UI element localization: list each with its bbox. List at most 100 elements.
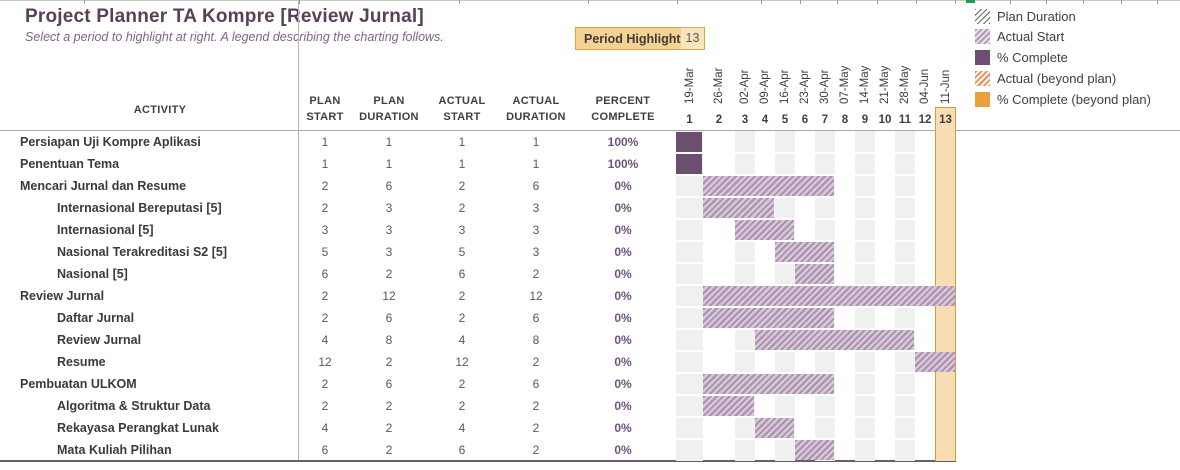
date-header[interactable]: 19-Mar — [683, 67, 696, 104]
activity-name-cell[interactable]: Internasional Bereputasi [5] — [57, 201, 222, 215]
plan-start-cell[interactable]: 2 — [321, 311, 329, 325]
plan-start-cell[interactable]: 4 — [321, 333, 329, 347]
actual-start-cell[interactable]: 2 — [458, 289, 466, 303]
date-header[interactable]: 30-Apr — [819, 69, 831, 104]
date-header[interactable]: 14-May — [859, 65, 871, 104]
plan-start-cell[interactable]: 2 — [321, 377, 329, 391]
activity-name-cell[interactable]: Mata Kuliah Pilihan — [57, 443, 172, 457]
plan-start-cell[interactable]: 2 — [321, 399, 329, 413]
date-header[interactable]: 07-May — [839, 65, 851, 104]
plan-start-cell[interactable]: 2 — [321, 201, 329, 215]
actual-start-cell[interactable]: 4 — [458, 333, 466, 347]
actual-start-cell[interactable]: 3 — [458, 223, 466, 237]
date-header[interactable]: 28-May — [899, 65, 911, 104]
plan-duration-cell[interactable]: 3 — [385, 223, 393, 237]
actual-duration-cell[interactable]: 3 — [532, 245, 540, 259]
percent-complete-cell[interactable]: 0% — [614, 267, 632, 281]
actual-start-cell[interactable]: 1 — [458, 157, 466, 171]
period-number[interactable]: 9 — [861, 114, 869, 126]
actual-duration-cell[interactable]: 2 — [532, 443, 540, 457]
percent-complete-cell[interactable]: 0% — [614, 223, 632, 237]
plan-duration-cell[interactable]: 3 — [385, 245, 393, 259]
date-header[interactable]: 23-Apr — [799, 69, 811, 104]
period-number[interactable]: 5 — [781, 114, 789, 126]
plan-start-cell[interactable]: 2 — [321, 179, 329, 193]
activity-name-cell[interactable]: Algoritma & Struktur Data — [57, 399, 211, 413]
period-number[interactable]: 6 — [801, 114, 809, 126]
percent-complete-cell[interactable]: 100% — [607, 135, 639, 149]
period-number[interactable]: 10 — [878, 114, 892, 126]
plan-duration-cell[interactable]: 2 — [385, 443, 393, 457]
percent-complete-cell[interactable]: 0% — [614, 421, 632, 435]
percent-complete-cell[interactable]: 0% — [614, 333, 632, 347]
percent-complete-cell[interactable]: 0% — [614, 399, 632, 413]
plan-start-cell[interactable]: 3 — [321, 223, 329, 237]
percent-complete-cell[interactable]: 0% — [614, 245, 632, 259]
activity-name-cell[interactable]: Review Jurnal — [57, 333, 142, 347]
period-number[interactable]: 13 — [939, 114, 952, 126]
date-header[interactable]: 02-Apr — [739, 69, 751, 104]
plan-duration-cell[interactable]: 1 — [385, 135, 393, 149]
period-highlight-control[interactable]: Period Highlight 13 — [575, 27, 705, 50]
actual-duration-cell[interactable]: 3 — [532, 201, 540, 215]
plan-duration-cell[interactable]: 1 — [385, 157, 393, 171]
period-number[interactable]: 3 — [741, 114, 749, 126]
percent-complete-cell[interactable]: 0% — [614, 289, 632, 303]
activity-name-cell[interactable]: Penentuan Tema — [20, 157, 120, 171]
percent-complete-cell[interactable]: 0% — [614, 355, 632, 369]
actual-start-cell[interactable]: 2 — [458, 311, 466, 325]
activity-name-cell[interactable]: Review Jurnal — [20, 289, 105, 303]
period-number[interactable]: 7 — [821, 114, 829, 126]
actual-duration-cell[interactable]: 6 — [532, 179, 540, 193]
percent-complete-cell[interactable]: 100% — [607, 157, 639, 171]
percent-complete-cell[interactable]: 0% — [614, 201, 632, 215]
plan-duration-cell[interactable]: 2 — [385, 355, 393, 369]
plan-duration-cell[interactable]: 6 — [385, 377, 393, 391]
plan-duration-cell[interactable]: 8 — [385, 333, 393, 347]
percent-complete-cell[interactable]: 0% — [614, 311, 632, 325]
actual-start-cell[interactable]: 6 — [458, 267, 466, 281]
activity-name-cell[interactable]: Internasional [5] — [57, 223, 154, 237]
plan-start-cell[interactable]: 1 — [321, 157, 329, 171]
period-number[interactable]: 1 — [686, 114, 693, 126]
actual-duration-cell[interactable]: 12 — [529, 289, 543, 303]
activity-name-cell[interactable]: Nasional [5] — [57, 267, 128, 281]
period-number[interactable]: 8 — [841, 114, 849, 126]
activity-name-cell[interactable]: Mencari Jurnal dan Resume — [20, 179, 187, 193]
plan-duration-cell[interactable]: 6 — [385, 311, 393, 325]
percent-complete-cell[interactable]: 0% — [614, 179, 632, 193]
plan-start-cell[interactable]: 4 — [321, 421, 329, 435]
actual-duration-cell[interactable]: 1 — [532, 157, 540, 171]
actual-duration-cell[interactable]: 1 — [532, 135, 540, 149]
period-number[interactable]: 4 — [761, 114, 769, 126]
actual-start-cell[interactable]: 2 — [458, 399, 466, 413]
activity-name-cell[interactable]: Daftar Jurnal — [57, 311, 135, 325]
activity-name-cell[interactable]: Persiapan Uji Kompre Aplikasi — [20, 135, 201, 149]
period-number[interactable]: 11 — [898, 114, 912, 126]
plan-duration-cell[interactable]: 6 — [385, 179, 393, 193]
plan-start-cell[interactable]: 1 — [321, 135, 329, 149]
activity-name-cell[interactable]: Rekayasa Perangkat Lunak — [57, 421, 219, 435]
actual-start-cell[interactable]: 2 — [458, 179, 466, 193]
actual-start-cell[interactable]: 2 — [458, 201, 466, 215]
actual-duration-cell[interactable]: 2 — [532, 267, 540, 281]
percent-complete-cell[interactable]: 0% — [614, 377, 632, 391]
plan-duration-cell[interactable]: 12 — [382, 289, 396, 303]
actual-start-cell[interactable]: 2 — [458, 377, 466, 391]
activity-name-cell[interactable]: Resume — [57, 355, 106, 369]
plan-duration-cell[interactable]: 3 — [385, 201, 393, 215]
actual-start-cell[interactable]: 12 — [455, 355, 469, 369]
date-header[interactable]: 16-Apr — [779, 69, 791, 104]
date-header[interactable]: 26-Mar — [713, 67, 725, 104]
actual-start-cell[interactable]: 4 — [458, 421, 466, 435]
percent-complete-cell[interactable]: 0% — [614, 443, 632, 457]
plan-start-cell[interactable]: 6 — [321, 267, 329, 281]
plan-start-cell[interactable]: 5 — [321, 245, 329, 259]
period-number[interactable]: 12 — [918, 114, 932, 126]
period-highlight-value-cell[interactable]: 13 — [681, 28, 704, 49]
actual-duration-cell[interactable]: 2 — [532, 399, 540, 413]
activity-name-cell[interactable]: Nasional Terakreditasi S2 [5] — [57, 245, 227, 259]
actual-duration-cell[interactable]: 2 — [532, 421, 540, 435]
plan-duration-cell[interactable]: 2 — [385, 399, 393, 413]
plan-duration-cell[interactable]: 2 — [385, 421, 393, 435]
